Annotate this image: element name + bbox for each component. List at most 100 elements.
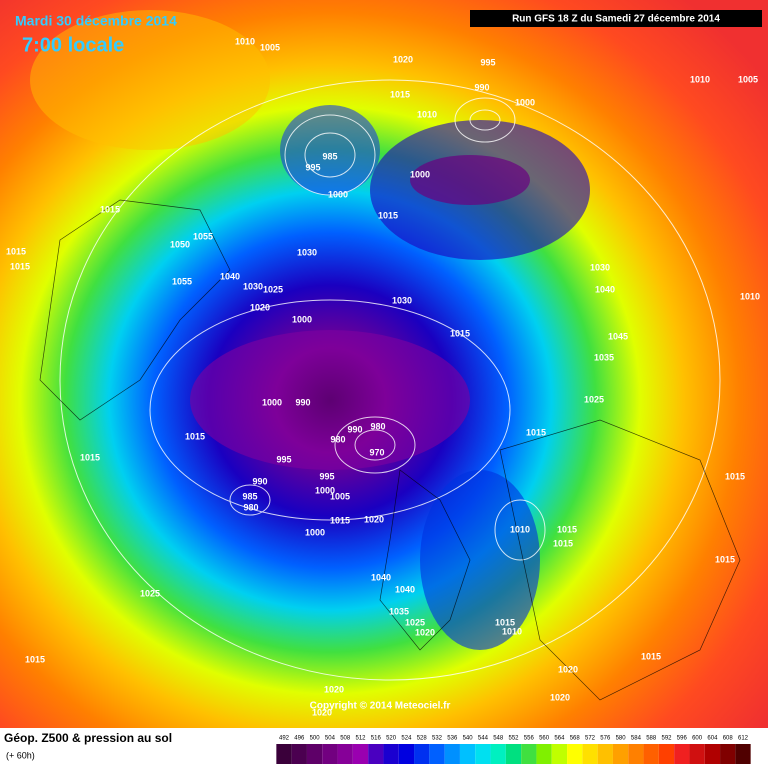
colorbar-swatch	[521, 744, 537, 764]
isobar-label: 1015	[390, 89, 410, 99]
colorbar-swatch	[291, 744, 307, 764]
isobar-label: 1030	[590, 262, 610, 272]
colorbar-label: 496	[294, 736, 305, 742]
colorbar-label: 548	[493, 736, 504, 742]
isobar-label: 995	[319, 471, 334, 481]
isobar-label: 985	[322, 151, 337, 161]
isobar-label: 1015	[25, 654, 45, 664]
colorbar-label: 492	[279, 736, 290, 742]
isobar-label: 990	[474, 82, 489, 92]
isobar-label: 1015	[495, 617, 515, 627]
colorbar-swatch	[337, 744, 353, 764]
colorbar-swatch	[551, 744, 568, 764]
colorbar-label: 568	[570, 736, 581, 742]
run-box	[470, 10, 762, 27]
colorbar-swatch	[414, 744, 430, 764]
isobar-label: 1015	[557, 524, 577, 534]
colorbar-swatch	[689, 744, 705, 764]
colorbar-swatch	[628, 744, 644, 764]
isobar-label: 1025	[405, 617, 425, 627]
colorbar-label: 544	[478, 736, 489, 742]
colorbar-swatch	[490, 744, 506, 764]
isobars	[59, 79, 721, 681]
colorbar: 492 496 500 504 508 512 516 520 524 528 532 536 540 5…	[276, 736, 751, 764]
colorbar-swatch	[459, 744, 476, 764]
isobar-label: 995	[480, 57, 495, 67]
isobar-label: 1055	[172, 276, 192, 286]
colorbar-label: 500	[310, 736, 321, 742]
colorbar-label: 552	[508, 736, 519, 742]
isobar-label: 1000	[262, 397, 282, 407]
colorbar-swatch	[322, 744, 338, 764]
isobar-label: 1050	[170, 239, 190, 249]
isobar-label: 995	[305, 162, 320, 172]
isobar-label: 1015	[330, 515, 350, 525]
run: Run GFS 18 Z du Samedi 27 décembre 2014	[512, 14, 720, 25]
isobar-label: 1015	[715, 554, 735, 564]
colorbar-swatch	[398, 744, 415, 764]
isobar-label: 970	[369, 447, 384, 457]
isobar-label: 1005	[738, 74, 758, 84]
colorbar-label: 576	[600, 736, 611, 742]
isobar-label: 990	[295, 397, 310, 407]
isobar-label: 990	[252, 476, 267, 486]
colorbar-swatch	[276, 744, 292, 764]
colorbar-swatch	[475, 744, 491, 764]
field-blob	[30, 10, 270, 150]
isobar-label: 1005	[330, 491, 350, 501]
field-blob	[280, 105, 380, 195]
coastlines	[39, 199, 741, 701]
isobar-label: 980	[370, 421, 385, 431]
field-blob	[410, 155, 530, 205]
isobar-label: 1020	[393, 54, 413, 64]
isobar-label: 1020	[550, 692, 570, 702]
isobar-label: 1030	[392, 295, 412, 305]
field-blob	[190, 330, 470, 470]
isobar-label: 1015	[450, 328, 470, 338]
isobar-label: 1040	[595, 284, 615, 294]
colorbar-swatch	[735, 744, 751, 764]
colorbar-swatch	[643, 744, 659, 764]
colorbar-label: 580	[616, 736, 627, 742]
colorbar-label: 588	[646, 736, 657, 742]
isobar-label: 1015	[725, 471, 745, 481]
isobar-label: 1005	[260, 42, 280, 52]
isobar-label: 1030	[297, 247, 317, 257]
colorbar-swatch	[582, 744, 598, 764]
colorbar-swatch	[567, 744, 583, 764]
colorbar-swatch	[306, 744, 323, 764]
isobar-label: 1020	[250, 302, 270, 312]
isobar-label: 1025	[584, 394, 604, 404]
isobar-label: 1015	[100, 204, 120, 214]
colorbar-label: 608	[723, 736, 734, 742]
colorbar-swatch	[597, 744, 613, 764]
colorbar-label: 528	[417, 736, 428, 742]
isobar-label: 1035	[594, 352, 614, 362]
isobar-label: 1015	[10, 261, 30, 271]
isobar-label: 980	[243, 502, 258, 512]
footer-title: Géop. Z500 & pression au sol	[4, 731, 172, 745]
colorbar-label: 592	[661, 736, 672, 742]
colorbar-label: 612	[738, 736, 749, 742]
isobar-label: 1015	[378, 210, 398, 220]
isobar-label: 1020	[558, 664, 578, 674]
colorbar-swatch	[704, 744, 721, 764]
colorbar-label: 584	[631, 736, 642, 742]
isobar-label: 1045	[608, 331, 628, 341]
isobar-label: 1000	[315, 485, 335, 495]
isobar-label: 1020	[324, 684, 344, 694]
isobar-label: 1030	[243, 281, 263, 291]
colorbar-swatch	[383, 744, 399, 764]
isobar-label: 1010	[502, 626, 522, 636]
colorbar-label: 600	[692, 736, 703, 742]
colorbar-swatch	[352, 744, 369, 764]
isobar-label: 1040	[371, 572, 391, 582]
colorbar-swatch	[429, 744, 445, 764]
isobar-label: 1035	[389, 606, 409, 616]
copyright: Copyright © 2014 Meteociel.fr	[310, 701, 451, 712]
colorbar-label: 508	[340, 736, 351, 742]
isobar-label: 1015	[80, 452, 100, 462]
isobar-labels: 1010 1005 1020 995 1010 1005 1015 990 1000 1010 98…	[6, 36, 760, 717]
